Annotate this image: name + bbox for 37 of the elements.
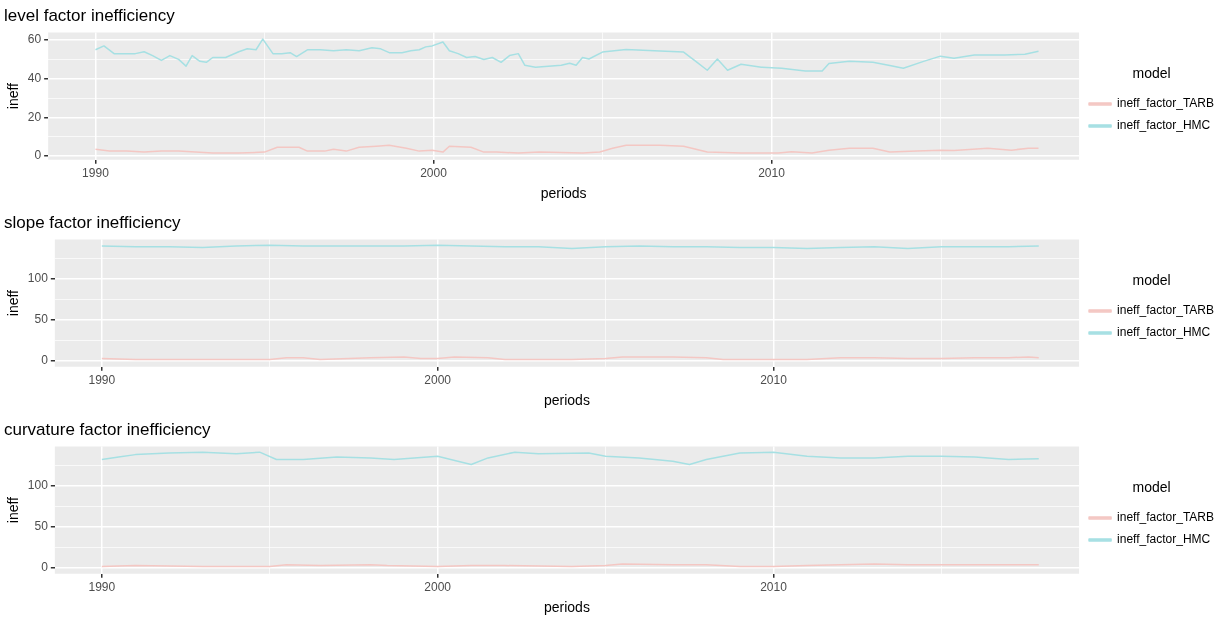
y-axis-title: ineff xyxy=(5,82,22,110)
chart-title: slope factor inefficiency xyxy=(4,212,181,232)
legend-title: model xyxy=(1132,64,1171,81)
chart-title: curvature factor inefficiency xyxy=(4,419,212,439)
y-tick-label: 0 xyxy=(41,353,49,368)
x-axis-title: periods xyxy=(540,185,587,202)
x-tick-label: 1990 xyxy=(82,166,110,181)
legend-label: ineff_factor_TARB xyxy=(1117,96,1214,111)
legend-title: model xyxy=(1132,478,1171,495)
legend-label: ineff_factor_HMC xyxy=(1117,532,1211,547)
legend-label: ineff_factor_TARB xyxy=(1117,303,1214,318)
y-tick-label: 0 xyxy=(41,560,49,575)
x-tick-label: 1990 xyxy=(88,580,116,595)
x-tick-label: 2000 xyxy=(424,373,452,388)
y-tick-label: 40 xyxy=(27,71,42,86)
legend-label: ineff_factor_HMC xyxy=(1117,325,1211,340)
x-tick-label: 2010 xyxy=(758,166,786,181)
x-tick-label: 2010 xyxy=(760,580,788,595)
y-tick-label: 50 xyxy=(34,312,49,327)
y-axis-title: ineff xyxy=(5,289,22,317)
x-tick-label: 1990 xyxy=(88,373,116,388)
y-tick-label: 0 xyxy=(34,148,42,163)
x-axis-title: periods xyxy=(543,599,590,616)
y-tick-label: 60 xyxy=(27,32,42,47)
x-tick-label: 2000 xyxy=(424,580,452,595)
chart-title: level factor inefficiency xyxy=(4,5,176,25)
y-axis-title: ineff xyxy=(5,496,22,524)
legend-label: ineff_factor_HMC xyxy=(1117,118,1211,133)
y-tick-label: 100 xyxy=(27,271,49,286)
x-tick-label: 2000 xyxy=(420,166,448,181)
legend-label: ineff_factor_TARB xyxy=(1117,510,1214,525)
y-tick-label: 20 xyxy=(27,109,42,124)
legend-title: model xyxy=(1132,271,1171,288)
y-tick-label: 50 xyxy=(34,519,49,534)
y-tick-label: 100 xyxy=(27,478,49,493)
x-axis-title: periods xyxy=(543,392,590,409)
x-tick-label: 2010 xyxy=(760,373,788,388)
